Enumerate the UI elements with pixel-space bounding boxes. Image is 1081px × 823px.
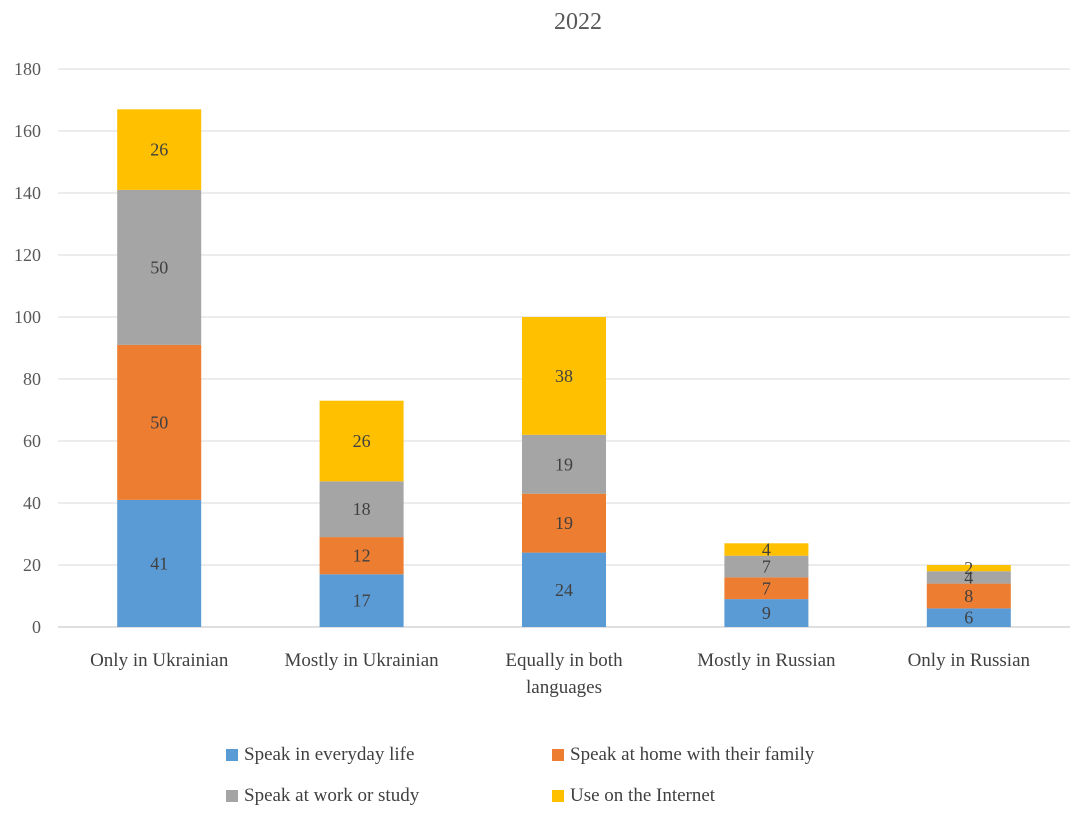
bar-segment — [319, 574, 404, 627]
y-tick-label: 180 — [14, 59, 41, 79]
bar-segment — [926, 571, 1011, 584]
chart-title: 2022 — [554, 9, 602, 35]
y-tick-label: 40 — [23, 493, 41, 513]
data-label: 50 — [150, 257, 168, 277]
data-label: 19 — [555, 513, 573, 533]
data-label: 12 — [353, 546, 371, 566]
bar-segment — [926, 608, 1011, 627]
bar-segment — [522, 552, 606, 627]
data-label: 26 — [353, 431, 371, 451]
data-label: 8 — [964, 586, 973, 606]
bar-segment — [724, 599, 809, 627]
data-label: 17 — [353, 591, 371, 611]
bar-segment — [522, 434, 606, 494]
y-tick-label: 100 — [14, 307, 41, 327]
x-tick-label: Mostly in Ukrainian — [285, 650, 440, 671]
y-tick-label: 80 — [23, 369, 41, 389]
y-tick-label: 120 — [14, 245, 41, 265]
y-tick-label: 160 — [14, 121, 41, 141]
bar-segment — [117, 499, 202, 627]
y-tick-label: 20 — [23, 555, 41, 575]
data-label: 18 — [353, 499, 371, 519]
x-tick-label: Equally in both languages — [505, 650, 623, 698]
bar-segment — [522, 493, 606, 553]
bar-segment — [522, 317, 606, 435]
bar-segment — [926, 565, 1011, 572]
bar-segment — [724, 555, 809, 578]
y-tick-label: 140 — [14, 183, 41, 203]
bar-segment — [117, 189, 202, 345]
y-tick-label: 60 — [23, 431, 41, 451]
bar-segment — [724, 543, 809, 556]
data-label: 24 — [555, 580, 573, 600]
data-label: 41 — [150, 553, 168, 573]
data-label: 38 — [555, 366, 573, 386]
bar-segment — [724, 577, 809, 600]
y-tick-label: 0 — [32, 617, 41, 637]
x-axis: Only in Ukrainian Mostly in Ukrainian Equa… — [90, 650, 1030, 698]
data-label: 6 — [964, 608, 973, 628]
data-label: 50 — [150, 412, 168, 432]
bar-segment — [319, 400, 404, 482]
bar-segment — [926, 583, 1011, 609]
x-tick-label: Mostly in Russian — [697, 650, 836, 671]
data-label: 7 — [762, 557, 771, 577]
data-label: 19 — [555, 454, 573, 474]
data-label: 7 — [762, 578, 771, 598]
data-label: 4 — [762, 540, 771, 560]
data-label: 9 — [762, 603, 771, 623]
x-tick-label: Only in Russian — [908, 650, 1031, 671]
bar-segment — [319, 481, 404, 538]
data-label: 26 — [150, 140, 168, 160]
bar-segment — [117, 344, 202, 500]
bar-segment — [319, 537, 404, 575]
data-label: 2 — [964, 558, 973, 578]
y-axis: 0 20 40 60 80 100 120 140 160 180 — [14, 59, 41, 637]
x-tick-label: Only in Ukrainian — [90, 650, 229, 671]
bar-segment — [117, 109, 202, 190]
data-label: 4 — [964, 567, 973, 587]
